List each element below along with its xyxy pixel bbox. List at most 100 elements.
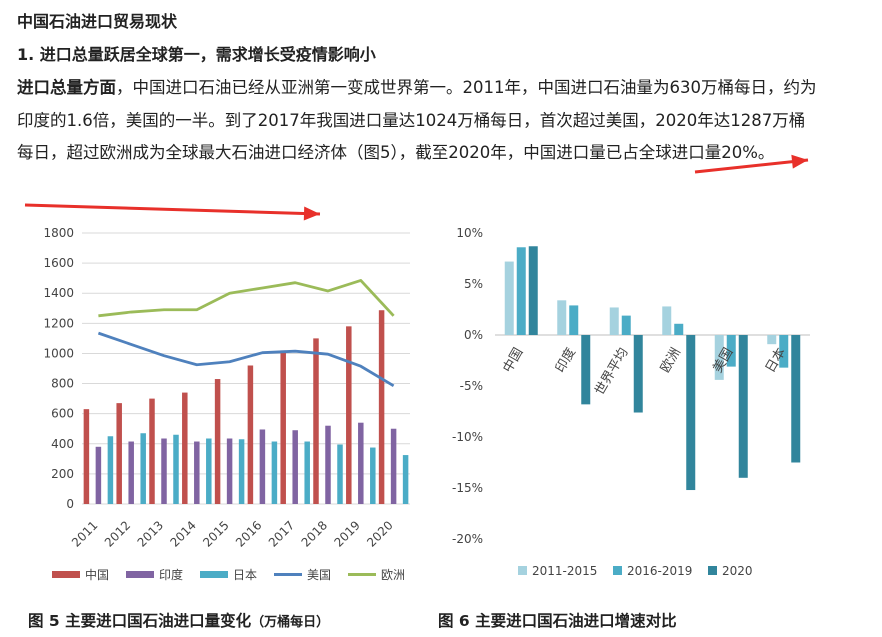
line-欧洲 bbox=[98, 279, 395, 318]
bar-中国 bbox=[346, 326, 352, 504]
bar-2011-2015 bbox=[662, 306, 672, 335]
x-tick-label: 2019 bbox=[331, 518, 362, 549]
bar-2016-2019 bbox=[726, 335, 736, 367]
import-growth-chart: 10%5%0%-5%-10%-15%-20%中国 印度 世界平均 欧洲 美国 日本2011… bbox=[452, 226, 810, 578]
bar-2016-2019 bbox=[674, 323, 684, 335]
bar-2020 bbox=[633, 335, 643, 413]
bar-2020 bbox=[528, 246, 538, 335]
paragraph-lead: 进口总量方面 bbox=[17, 78, 116, 97]
x-tick-label: 2015 bbox=[200, 518, 231, 549]
x-tick-label: 印度 bbox=[552, 345, 579, 376]
legend-label: 2011-2015 bbox=[532, 564, 597, 578]
bar-印度 bbox=[390, 428, 397, 504]
bar-中国 bbox=[313, 338, 319, 504]
bar-日本 bbox=[402, 455, 409, 504]
y-tick-label: 10% bbox=[456, 226, 483, 240]
legend-label: 日本 bbox=[233, 568, 257, 582]
legend-swatch bbox=[126, 571, 154, 578]
figure5-caption: 图 5 主要进口国石油进口量变化（万桶每日） bbox=[28, 609, 329, 631]
bar-中国 bbox=[116, 403, 122, 504]
bar-2016-2019 bbox=[621, 315, 631, 335]
line-美国 bbox=[97, 331, 395, 388]
bar-2011-2015 bbox=[714, 335, 724, 380]
legend-swatch bbox=[52, 571, 80, 578]
y-tick-label: 200 bbox=[51, 467, 74, 481]
bar-印度 bbox=[325, 425, 331, 504]
bar-2016-2019 bbox=[569, 305, 579, 335]
y-tick-label: 1000 bbox=[43, 346, 74, 360]
bar-印度 bbox=[358, 422, 364, 504]
x-tick-label: 2017 bbox=[266, 518, 297, 549]
bar-印度 bbox=[128, 441, 134, 504]
figure6-caption: 图 6 主要进口国石油进口增速对比 bbox=[438, 612, 677, 630]
bar-印度 bbox=[259, 429, 266, 504]
x-tick-label: 世界平均 bbox=[592, 346, 631, 399]
y-tick-label: 800 bbox=[51, 377, 74, 391]
y-tick-label: 5% bbox=[464, 277, 483, 291]
bar-日本 bbox=[173, 434, 179, 504]
y-tick-label: 1400 bbox=[43, 286, 74, 300]
y-tick-label: 1200 bbox=[43, 316, 74, 330]
bar-2011-2015 bbox=[767, 335, 777, 345]
bar-印度 bbox=[161, 438, 167, 504]
x-tick-label: 2011 bbox=[69, 518, 100, 549]
y-tick-label: 1800 bbox=[43, 226, 74, 240]
bar-中国 bbox=[247, 365, 254, 504]
bar-2011-2015 bbox=[609, 307, 619, 335]
legend-label: 2020 bbox=[722, 564, 753, 578]
paragraph-body: ，中国进口石油已经从亚洲第一变成世界第一。2011年，中国进口石油量为630万桶… bbox=[17, 78, 817, 162]
legend-label: 美国 bbox=[307, 568, 331, 582]
y-tick-label: -5% bbox=[460, 379, 483, 393]
x-tick-label: 2018 bbox=[299, 518, 330, 549]
body-paragraph: 进口总量方面，中国进口石油已经从亚洲第一变成世界第一。2011年，中国进口石油量… bbox=[17, 72, 817, 170]
legend-swatch bbox=[613, 566, 622, 575]
legend-swatch bbox=[200, 571, 228, 578]
figure5-unit: （万桶每日） bbox=[251, 615, 330, 630]
legend-swatch bbox=[518, 566, 527, 575]
bar-2016-2019 bbox=[779, 335, 789, 368]
bar-中国 bbox=[378, 310, 385, 504]
bar-日本 bbox=[337, 444, 343, 504]
bar-印度 bbox=[194, 441, 200, 504]
x-tick-label: 2016 bbox=[233, 518, 264, 549]
bar-中国 bbox=[280, 350, 286, 504]
red-arrow-head-icon bbox=[303, 206, 320, 221]
x-tick-label: 欧洲 bbox=[658, 346, 684, 376]
y-tick-label: 0% bbox=[464, 328, 483, 342]
bar-2020 bbox=[738, 335, 748, 478]
x-tick-label: 2014 bbox=[167, 518, 198, 549]
bar-2011-2015 bbox=[557, 300, 567, 335]
bar-2016-2019 bbox=[516, 247, 526, 335]
y-tick-label: -10% bbox=[452, 430, 483, 444]
bar-2020 bbox=[686, 335, 696, 491]
page-title: 中国石油进口贸易现状 bbox=[17, 12, 178, 31]
y-tick-label: 400 bbox=[51, 437, 74, 451]
bar-中国 bbox=[214, 379, 221, 504]
bar-日本 bbox=[370, 447, 376, 504]
x-tick-label: 2013 bbox=[135, 518, 166, 549]
x-tick-label: 中国 bbox=[500, 346, 526, 376]
bar-印度 bbox=[292, 430, 298, 504]
figure5-title: 图 5 主要进口国石油进口量变化 bbox=[28, 612, 252, 630]
legend-label: 2016-2019 bbox=[627, 564, 692, 578]
y-tick-label: -20% bbox=[452, 532, 483, 546]
y-tick-label: 0 bbox=[66, 497, 74, 511]
bar-日本 bbox=[271, 441, 278, 504]
y-tick-label: -15% bbox=[452, 481, 483, 495]
legend-label: 印度 bbox=[159, 567, 183, 582]
y-tick-label: 600 bbox=[51, 407, 74, 421]
y-tick-label: 1600 bbox=[43, 256, 74, 270]
bar-2020 bbox=[791, 335, 801, 463]
bar-中国 bbox=[149, 398, 155, 504]
bar-中国 bbox=[83, 409, 90, 504]
bar-中国 bbox=[182, 392, 188, 504]
bar-日本 bbox=[107, 436, 114, 504]
red-arrow-shaft bbox=[24, 203, 321, 216]
bar-2020 bbox=[581, 335, 591, 405]
bar-日本 bbox=[140, 433, 146, 504]
bar-日本 bbox=[304, 441, 310, 504]
section-heading: 1. 进口总量跃居全球第一，需求增长受疫情影响小 bbox=[17, 45, 376, 64]
bar-印度 bbox=[226, 438, 233, 504]
import-volume-chart: 0 200 400 600 800 1000 1200 1400 1600 1800 2011 201… bbox=[43, 226, 410, 582]
bar-日本 bbox=[206, 438, 212, 504]
